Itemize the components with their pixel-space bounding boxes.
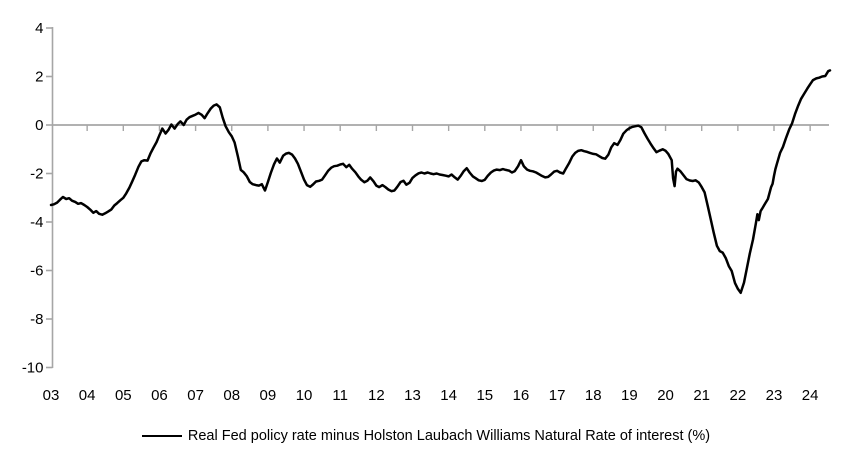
x-tick-label: 18 [585, 387, 602, 404]
x-tick-label: 13 [404, 387, 421, 404]
x-tick-label: 05 [115, 387, 132, 404]
y-tick-labels: 4 2 0 -2 -4 -6 -8 -10 [22, 20, 44, 377]
x-tick-label: 07 [187, 387, 204, 404]
y-tick-label: -6 [30, 263, 43, 280]
x-tick-label: 24 [802, 387, 819, 404]
y-tick-label: -2 [30, 166, 43, 183]
x-tick-label: 09 [260, 387, 277, 404]
x-tick-label: 12 [368, 387, 385, 404]
x-tick-label: 19 [621, 387, 638, 404]
x-tick-labels: 03 04 05 06 07 08 09 10 11 12 13 14 15 16 17 18 19 20 21 22… [43, 387, 819, 404]
x-tick-label: 11 [332, 387, 348, 404]
x-tick-label: 20 [657, 387, 674, 404]
y-tick-label: 2 [35, 69, 43, 86]
x-tick-label: 10 [296, 387, 313, 404]
x-tick-label: 22 [730, 387, 747, 404]
y-axis [46, 27, 54, 369]
x-axis-ticks [86, 125, 811, 131]
chart-legend: Real Fed policy rate minus Holston Lauba… [0, 428, 852, 444]
x-tick-label: 17 [549, 387, 566, 404]
x-tick-label: 21 [693, 387, 710, 404]
x-tick-label: 04 [79, 387, 96, 404]
line-chart: 420-2-4-6-8-10 03 04 05 06 07 08 09 10 11 12 13 14 1… [22, 20, 832, 404]
x-tick-label: 16 [513, 387, 530, 404]
data-series [49, 69, 832, 295]
x-tick-label: 06 [151, 387, 168, 404]
x-tick-label: 14 [440, 387, 457, 404]
x-tick-label: 23 [766, 387, 783, 404]
x-tick-label: 03 [43, 387, 60, 404]
legend-label: Real Fed policy rate minus Holston Lauba… [187, 428, 711, 444]
x-tick-label: 15 [476, 387, 493, 404]
y-tick-label: 0 [35, 117, 43, 134]
x-tick-label: 08 [223, 387, 240, 404]
y-tick-label: -10 [22, 360, 44, 377]
y-tick-label: -4 [30, 214, 43, 231]
y-tick-label: -8 [30, 311, 43, 328]
series-line [49, 69, 832, 295]
y-tick-label: 4 [35, 20, 43, 37]
legend-line-swatch [141, 435, 182, 437]
